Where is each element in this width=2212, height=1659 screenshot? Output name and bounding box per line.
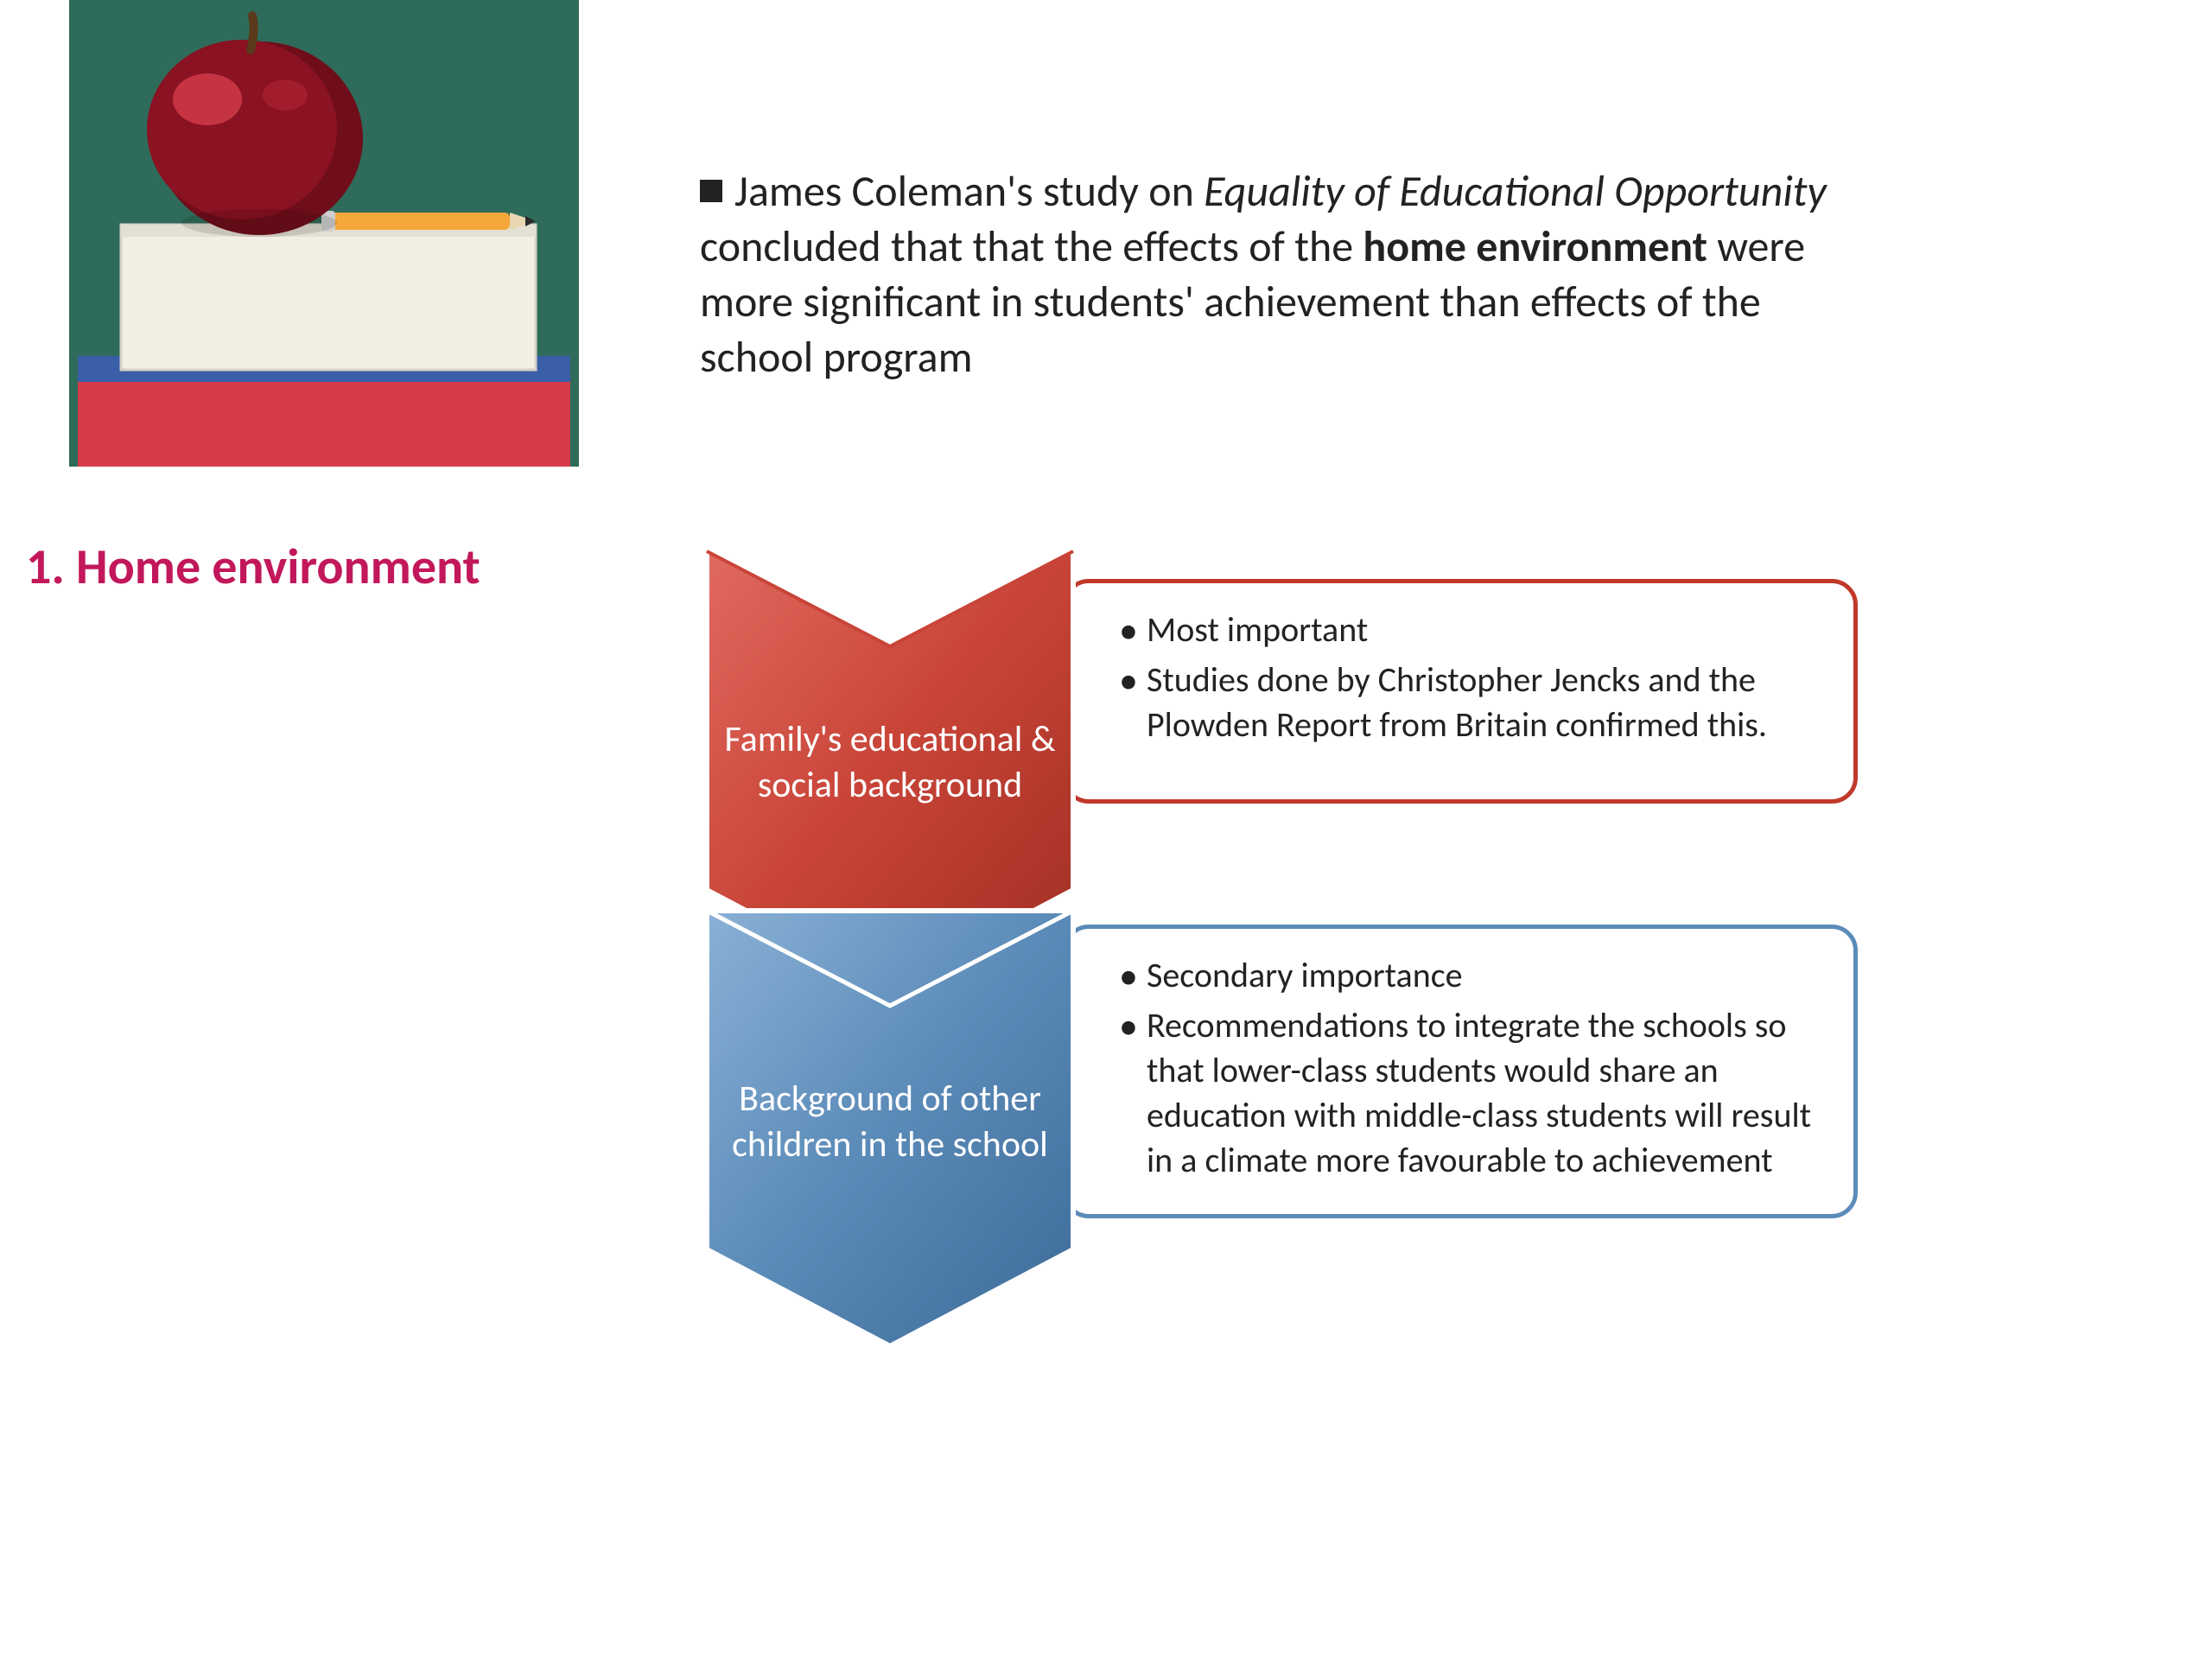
intro-title-italic: Equality of Educational Opportunity — [1204, 165, 1827, 218]
books-apple-image — [69, 0, 579, 467]
list-item: Studies done by Christopher Jencks and t… — [1119, 658, 1822, 747]
chevron-label-family-background: Family's educational & social background — [700, 717, 1080, 808]
section-heading: 1. Home environment — [26, 536, 480, 597]
intro-paragraph: James Coleman's study on Equality of Edu… — [700, 164, 1840, 385]
intro-bold: home environment — [1363, 220, 1707, 273]
intro-mid: concluded that that the effects of the — [700, 220, 1363, 273]
chevron-diagram: Most important Studies done by Christoph… — [700, 544, 1892, 1353]
slide: 1. Home environment James Coleman's stud… — [0, 0, 2212, 1659]
intro-prefix: James Coleman's study on — [734, 165, 1204, 218]
books-apple-svg — [69, 0, 579, 467]
callout-family-background: Most important Studies done by Christoph… — [1063, 579, 1858, 804]
chevron-label-other-children: Background of other children in the scho… — [700, 1077, 1080, 1167]
list-item: Secondary importance — [1119, 953, 1822, 998]
square-bullet-icon — [700, 180, 722, 202]
list-item: Recommendations to integrate the schools… — [1119, 1003, 1822, 1183]
chevron-item-other-children: Secondary importance Recommendations to … — [700, 904, 1892, 1353]
callout-other-children: Secondary importance Recommendations to … — [1063, 925, 1858, 1218]
list-item: Most important — [1119, 607, 1822, 652]
